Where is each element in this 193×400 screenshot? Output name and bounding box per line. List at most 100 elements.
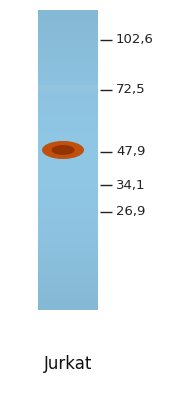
Bar bbox=[38, 289, 98, 290]
Bar bbox=[38, 212, 98, 214]
Bar bbox=[38, 283, 98, 284]
Bar bbox=[38, 60, 98, 61]
Bar bbox=[38, 20, 98, 22]
Bar bbox=[38, 115, 98, 116]
Bar bbox=[38, 168, 98, 169]
Bar bbox=[38, 28, 98, 30]
Bar bbox=[38, 108, 98, 109]
Bar bbox=[38, 292, 98, 294]
Bar bbox=[38, 298, 98, 300]
Bar bbox=[38, 160, 98, 162]
Bar bbox=[38, 82, 98, 84]
Bar bbox=[38, 284, 98, 286]
Bar bbox=[38, 43, 98, 44]
Bar bbox=[38, 56, 98, 58]
Bar bbox=[38, 40, 98, 42]
Bar bbox=[38, 58, 98, 60]
Bar bbox=[38, 148, 98, 150]
Bar bbox=[38, 42, 98, 43]
Bar bbox=[38, 22, 98, 24]
Bar bbox=[38, 276, 98, 277]
Bar bbox=[38, 76, 98, 78]
Ellipse shape bbox=[52, 145, 74, 155]
Bar bbox=[38, 36, 98, 37]
Bar bbox=[38, 92, 98, 94]
Bar bbox=[38, 232, 98, 234]
Bar bbox=[38, 169, 98, 170]
Bar bbox=[38, 307, 98, 308]
Text: Jurkat: Jurkat bbox=[44, 355, 92, 373]
Bar bbox=[38, 308, 98, 310]
Bar bbox=[38, 274, 98, 276]
Bar bbox=[38, 271, 98, 272]
Bar bbox=[38, 151, 98, 152]
Bar bbox=[38, 156, 98, 157]
Bar bbox=[38, 282, 98, 283]
Bar bbox=[38, 44, 98, 46]
Bar bbox=[38, 49, 98, 50]
Bar bbox=[38, 120, 98, 121]
Bar bbox=[38, 306, 98, 307]
Bar bbox=[38, 242, 98, 244]
Bar bbox=[38, 30, 98, 31]
Bar bbox=[38, 19, 98, 20]
Bar bbox=[38, 67, 98, 68]
Bar bbox=[38, 136, 98, 138]
Bar bbox=[38, 238, 98, 240]
Bar bbox=[38, 127, 98, 128]
Bar bbox=[38, 102, 98, 103]
Bar bbox=[38, 166, 98, 168]
Bar bbox=[38, 247, 98, 248]
Bar bbox=[38, 139, 98, 140]
Bar bbox=[38, 78, 98, 79]
Bar bbox=[38, 252, 98, 253]
Bar bbox=[38, 158, 98, 160]
Bar bbox=[38, 25, 98, 26]
Bar bbox=[38, 85, 98, 86]
Ellipse shape bbox=[42, 141, 84, 159]
Bar bbox=[38, 98, 98, 100]
Bar bbox=[38, 84, 98, 85]
Bar bbox=[38, 26, 98, 28]
Bar bbox=[38, 210, 98, 211]
Bar bbox=[38, 280, 98, 282]
Bar bbox=[38, 104, 98, 106]
Bar bbox=[38, 142, 98, 144]
Bar bbox=[38, 52, 98, 54]
Bar bbox=[38, 124, 98, 126]
Bar bbox=[38, 222, 98, 223]
Bar bbox=[38, 208, 98, 210]
Bar bbox=[38, 80, 98, 82]
Bar bbox=[38, 130, 98, 132]
Bar bbox=[38, 248, 98, 250]
Bar bbox=[38, 176, 98, 178]
Bar bbox=[38, 122, 98, 124]
Bar bbox=[38, 68, 98, 70]
Bar bbox=[38, 170, 98, 172]
Bar bbox=[38, 190, 98, 192]
Bar bbox=[38, 223, 98, 224]
Bar bbox=[38, 253, 98, 254]
Bar bbox=[38, 79, 98, 80]
Bar bbox=[38, 262, 98, 264]
Bar bbox=[38, 109, 98, 110]
Bar bbox=[38, 145, 98, 146]
Bar bbox=[38, 146, 98, 148]
Bar bbox=[38, 256, 98, 258]
Bar bbox=[38, 154, 98, 156]
Bar bbox=[38, 178, 98, 180]
Bar bbox=[38, 72, 98, 73]
Bar bbox=[38, 184, 98, 186]
Bar bbox=[38, 121, 98, 122]
Bar bbox=[38, 144, 98, 145]
Text: 102,6: 102,6 bbox=[116, 34, 154, 46]
Bar bbox=[38, 97, 98, 98]
Bar bbox=[38, 220, 98, 222]
Bar bbox=[38, 66, 98, 67]
Bar bbox=[38, 138, 98, 139]
Bar bbox=[38, 198, 98, 199]
Bar bbox=[38, 175, 98, 176]
Bar bbox=[38, 103, 98, 104]
Bar bbox=[38, 259, 98, 260]
Bar bbox=[38, 230, 98, 232]
